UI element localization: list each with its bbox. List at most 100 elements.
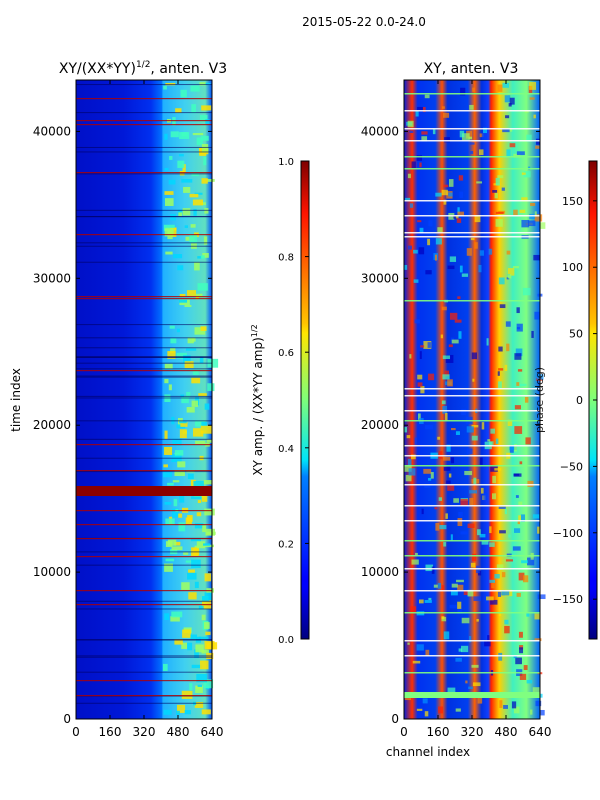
- amplitude-texture-cell: [196, 512, 202, 517]
- phase-texture-cell: [524, 396, 529, 403]
- phase-texture-cell: [504, 95, 511, 103]
- amplitude-y-axis-label: time index: [9, 368, 23, 432]
- amplitude-texture-cell: [203, 480, 213, 485]
- amplitude-texture-cell: [180, 89, 187, 98]
- amplitude-flag-band: [76, 486, 212, 496]
- amplitude-colorbar-tick-label: 0.6: [278, 348, 294, 359]
- phase-texture-cell: [487, 635, 490, 643]
- phase-texture-cell: [419, 227, 424, 234]
- amplitude-colorbar-tick-label: 0.2: [278, 539, 294, 550]
- amplitude-texture-cell: [176, 352, 187, 359]
- phase-texture-cell: [424, 711, 429, 717]
- amplitude-texture-cell: [194, 545, 199, 548]
- amplitude-texture-cell: [191, 377, 201, 384]
- amplitude-x-tick-label: 160: [99, 725, 122, 739]
- phase-texture-cell: [455, 708, 461, 712]
- phase-texture-cell: [537, 594, 546, 600]
- phase-flag-line: [404, 484, 540, 486]
- phase-texture-cell: [422, 107, 426, 113]
- amplitude-texture-cell: [189, 234, 198, 243]
- phase-texture-cell: [405, 474, 412, 482]
- phase-texture-cell: [470, 237, 475, 241]
- phase-texture-cell: [519, 461, 523, 465]
- amplitude-texture-cell: [174, 450, 184, 456]
- amplitude-colorbar-label: XY amp. / (XX*YY amp)1/2: [250, 324, 265, 475]
- amplitude-texture-cell: [177, 461, 186, 468]
- amplitude-texture-cell: [169, 325, 175, 329]
- amplitude-flag-line: [76, 680, 212, 682]
- amplitude-texture-row: [76, 395, 212, 397]
- amplitude-texture-cell: [180, 422, 188, 427]
- phase-texture-cell: [499, 304, 506, 309]
- phase-texture-cell: [414, 319, 420, 324]
- phase-flag-line: [404, 215, 540, 217]
- amplitude-texture-cell: [187, 515, 193, 522]
- amplitude-texture-cell: [164, 563, 173, 572]
- phase-texture-cell: [501, 590, 510, 596]
- phase-texture-cell: [491, 493, 497, 500]
- amplitude-texture-cell: [181, 690, 193, 699]
- phase-panel: XY, anten. V3 0 160 320 480 640 0 10000 20000 3…: [361, 61, 598, 759]
- phase-texture-cell: [474, 242, 478, 249]
- phase-texture-cell: [423, 341, 432, 349]
- amplitude-texture-row: [76, 564, 212, 566]
- phase-texture-cell: [522, 287, 531, 296]
- phase-texture-cell: [515, 495, 519, 498]
- phase-texture-cell: [481, 133, 487, 140]
- phase-texture-cell: [527, 557, 535, 566]
- amplitude-flag-line: [76, 120, 212, 122]
- phase-colorbar-tick-label: −100: [553, 527, 583, 540]
- phase-texture-cell: [520, 514, 526, 522]
- phase-texture-cell: [514, 405, 521, 410]
- phase-texture-cell: [450, 534, 453, 541]
- phase-texture-cell: [427, 342, 431, 348]
- phase-texture-cell: [519, 209, 526, 213]
- phase-texture-cell: [477, 570, 482, 576]
- phase-texture-cell: [519, 673, 527, 680]
- amplitude-y-tick-label: 20000: [33, 418, 71, 432]
- phase-texture-cell: [471, 352, 477, 360]
- amplitude-texture-cell: [204, 82, 211, 85]
- amplitude-texture-cell: [164, 363, 173, 369]
- phase-texture-cell: [498, 346, 503, 352]
- phase-texture-cell: [532, 514, 540, 519]
- amplitude-texture-cell: [196, 541, 205, 549]
- phase-texture-cell: [531, 330, 534, 338]
- phase-texture-cell: [533, 254, 541, 261]
- phase-x-tick-label: 320: [461, 725, 484, 739]
- phase-texture-cell: [463, 590, 469, 596]
- phase-flag-line: [404, 410, 540, 412]
- phase-texture-cell: [438, 497, 442, 501]
- amplitude-texture-cell: [198, 605, 204, 610]
- amplitude-texture-cell: [194, 192, 203, 195]
- phase-texture-cell: [534, 214, 543, 222]
- amplitude-texture-cell: [163, 471, 173, 478]
- amplitude-texture-cell: [184, 361, 194, 369]
- amplitude-texture-cell: [185, 560, 195, 563]
- phase-texture-cell: [404, 426, 408, 433]
- phase-flag-line: [404, 388, 540, 390]
- phase-flag-line: [404, 505, 540, 507]
- amplitude-texture-cell: [172, 480, 180, 483]
- amplitude-texture-cell: [173, 498, 178, 507]
- amplitude-texture-row: [76, 671, 212, 673]
- phase-texture-cell: [513, 209, 518, 216]
- phase-flag-line: [404, 93, 540, 95]
- amplitude-flag-line: [76, 538, 212, 540]
- phase-flag-line: [404, 420, 540, 422]
- amplitude-texture-cell: [170, 338, 177, 344]
- amplitude-texture-cell: [174, 639, 183, 645]
- phase-texture-cell: [471, 435, 478, 441]
- phase-texture-cell: [530, 203, 536, 206]
- phase-texture-cell: [466, 248, 472, 256]
- phase-texture-cell: [489, 526, 492, 534]
- amplitude-texture-cell: [199, 115, 208, 122]
- phase-texture-cell: [526, 134, 532, 142]
- amplitude-texture-cell: [190, 538, 201, 542]
- phase-texture-cell: [425, 270, 432, 275]
- phase-texture-cell: [425, 564, 434, 572]
- phase-texture-cell: [418, 599, 424, 604]
- phase-flag-line: [404, 655, 540, 657]
- phase-texture-cell: [459, 191, 464, 198]
- phase-texture-cell: [425, 649, 430, 657]
